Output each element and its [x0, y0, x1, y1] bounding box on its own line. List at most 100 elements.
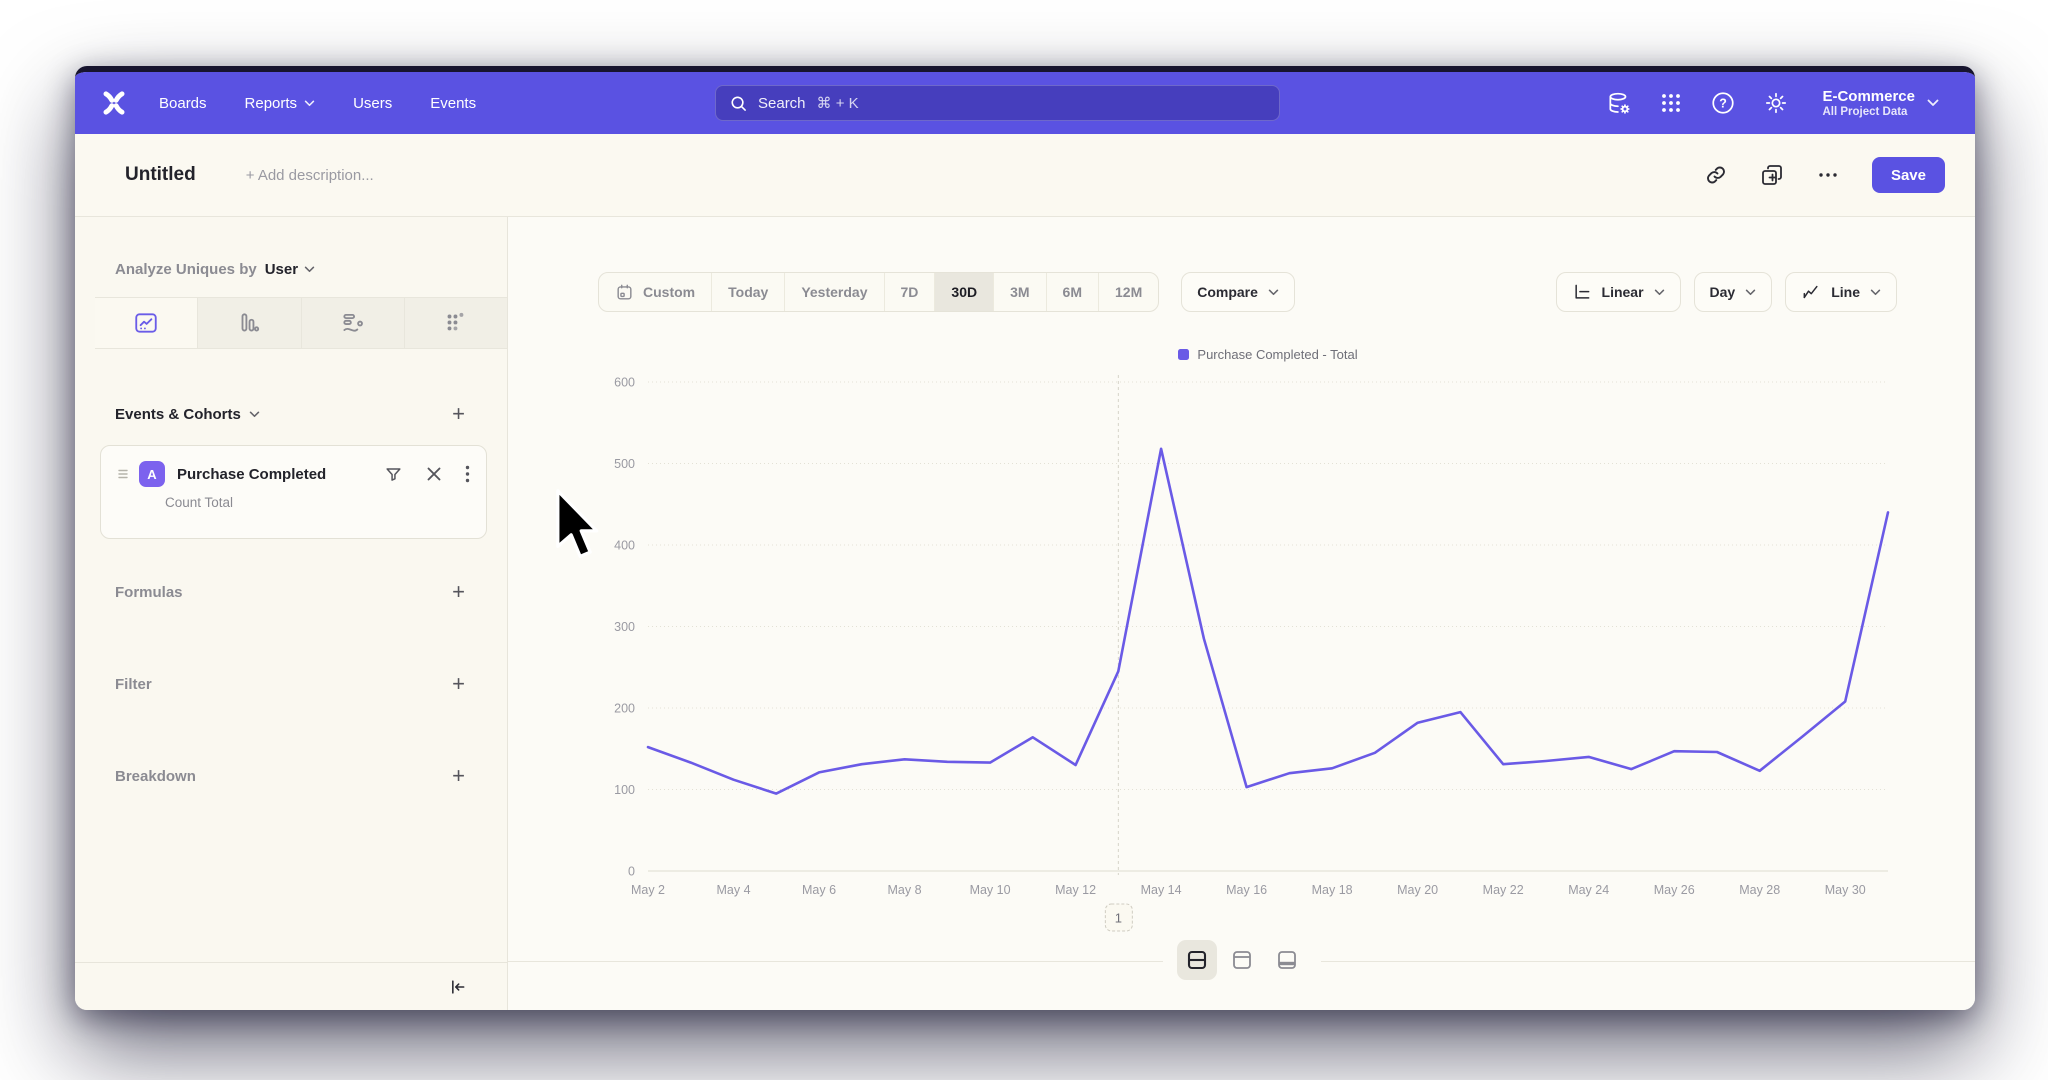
calendar-icon: [617, 284, 632, 300]
range-6m[interactable]: 6M: [1047, 273, 1099, 311]
y-axis-tick: 600: [614, 376, 635, 390]
database-gear-icon: [1609, 92, 1631, 114]
layout-chart-view-button[interactable]: [1222, 940, 1262, 980]
layout-split-view-button[interactable]: [1176, 940, 1217, 980]
link-icon: [1707, 166, 1725, 184]
help-button[interactable]: ?: [1710, 90, 1736, 116]
event-filter-button[interactable]: [384, 465, 403, 484]
nav-item-users[interactable]: Users: [353, 95, 392, 112]
project-switcher[interactable]: E-Commerce All Project Data: [1822, 88, 1939, 118]
nav-item-boards[interactable]: Boards: [159, 95, 207, 112]
body-row: Analyze Uniques by User: [75, 217, 1975, 1010]
nav-item-events[interactable]: Events: [430, 95, 476, 112]
search-placeholder: Search: [758, 94, 806, 112]
y-axis-tick: 500: [614, 457, 635, 471]
x-axis-tick: May 14: [1141, 883, 1182, 897]
tab-insights-line[interactable]: [95, 298, 199, 348]
mixpanel-logo[interactable]: [99, 88, 129, 118]
tab-bar-chart[interactable]: [198, 298, 302, 348]
range-7d[interactable]: 7D: [885, 273, 936, 311]
copy-link-button[interactable]: [1704, 163, 1728, 187]
add-breakdown-button[interactable]: +: [452, 763, 465, 788]
funnel-icon: [386, 467, 401, 481]
analyze-value-dropdown[interactable]: User: [265, 261, 315, 278]
collapse-left-icon: [452, 979, 465, 994]
add-filter-button[interactable]: +: [452, 671, 465, 696]
x-axis-tick: May 6: [802, 883, 836, 897]
events-cohorts-title[interactable]: Events & Cohorts: [115, 406, 260, 423]
scale-dropdown[interactable]: Linear: [1555, 272, 1681, 312]
line-chart: 0 100 200 300 400 500 600 May 2 May 4 May 6 May 8 M…: [614, 375, 1890, 932]
layout-top-bar-icon: [1232, 951, 1251, 969]
range-yesterday[interactable]: Yesterday: [785, 273, 885, 311]
y-axis-tick: 300: [614, 620, 635, 634]
range-custom[interactable]: Custom: [599, 273, 713, 311]
drag-handle-icon[interactable]: [117, 467, 129, 481]
chart-toolbar: Custom Today Yesterday 7D 30D 3M 6M 12M Compare…: [598, 272, 1897, 312]
layout-split-icon: [1187, 950, 1206, 970]
search-input[interactable]: Search ⌘ + K: [715, 85, 1280, 121]
top-navigation-bar: Boards Reports Users Events Search ⌘ + K: [75, 72, 1975, 134]
line-chart-icon: [1803, 285, 1818, 299]
date-range-selector: Custom Today Yesterday 7D 30D 3M 6M 12M: [598, 272, 1160, 312]
y-axis-tick: 200: [614, 702, 635, 716]
nav-item-label: Reports: [244, 94, 298, 112]
x-axis-tick: May 26: [1654, 883, 1695, 897]
x-axis-tick: May 22: [1483, 883, 1524, 897]
compare-button[interactable]: Compare: [1181, 272, 1295, 312]
chevron-down-icon: [304, 266, 315, 273]
annotation-marker[interactable]: [1104, 903, 1133, 932]
range-30d[interactable]: 30D: [935, 273, 995, 311]
nav-right-cluster: ? E-Commerce All Project Data: [1606, 72, 1939, 134]
line-chart-tab-icon: [135, 313, 157, 333]
tab-retention[interactable]: [404, 298, 507, 348]
range-12m[interactable]: 12M: [1099, 273, 1158, 311]
collapse-sidebar-button[interactable]: [447, 977, 467, 997]
event-card[interactable]: A Purchase Completed: [100, 445, 487, 539]
apps-grid-button[interactable]: [1659, 91, 1683, 115]
event-remove-button[interactable]: [426, 466, 442, 482]
report-title[interactable]: Untitled: [125, 164, 196, 185]
search-icon: [731, 95, 746, 111]
annotation-marker-label: 1: [1115, 911, 1122, 926]
retention-dots-tab-icon: [447, 312, 464, 331]
chevron-down-icon: [249, 411, 260, 417]
event-name[interactable]: Purchase Completed: [177, 465, 327, 483]
chevron-down-icon: [1745, 289, 1756, 295]
save-button[interactable]: Save: [1871, 157, 1945, 193]
layout-toggle-group: [1162, 939, 1321, 981]
query-builder-sidebar: Analyze Uniques by User: [75, 217, 508, 1010]
settings-button[interactable]: [1763, 90, 1789, 116]
event-more-button[interactable]: [465, 465, 470, 483]
chart-type-dropdown[interactable]: Line: [1785, 272, 1897, 312]
y-axis-tick: 100: [614, 783, 635, 797]
chevron-down-icon: [1870, 289, 1881, 295]
add-formula-button[interactable]: +: [452, 579, 465, 604]
chevron-down-icon: [1654, 289, 1664, 295]
formulas-title: Formulas: [115, 583, 183, 601]
y-axis-tick: 0: [628, 865, 635, 879]
add-event-button[interactable]: +: [452, 401, 465, 426]
chevron-down-icon: [1927, 99, 1939, 106]
report-description-input[interactable]: + Add description...: [245, 166, 374, 184]
event-measurement[interactable]: Count Total: [165, 495, 234, 510]
interval-dropdown[interactable]: Day: [1693, 272, 1773, 312]
range-today[interactable]: Today: [712, 273, 786, 311]
data-management-button[interactable]: [1606, 90, 1632, 116]
more-options-button[interactable]: [1816, 163, 1840, 187]
search-shortcut: ⌘ + K: [816, 95, 859, 112]
x-axis-tick: May 30: [1825, 883, 1866, 897]
duplicate-plus-icon: [1762, 165, 1782, 185]
range-3m[interactable]: 3M: [994, 273, 1047, 311]
duplicate-button[interactable]: [1760, 163, 1784, 187]
range-label: 12M: [1115, 284, 1143, 300]
help-icon: ?: [1712, 92, 1735, 114]
nav-item-reports[interactable]: Reports: [245, 95, 316, 112]
range-label: Custom: [643, 284, 696, 300]
tab-flows[interactable]: [301, 298, 405, 348]
layout-table-view-button[interactable]: [1267, 940, 1307, 980]
series-line[interactable]: [646, 447, 1890, 795]
layout-bottom-bar-icon: [1277, 951, 1296, 969]
x-axis-tick: May 16: [1226, 883, 1267, 897]
x-axis-tick: May 28: [1739, 883, 1780, 897]
